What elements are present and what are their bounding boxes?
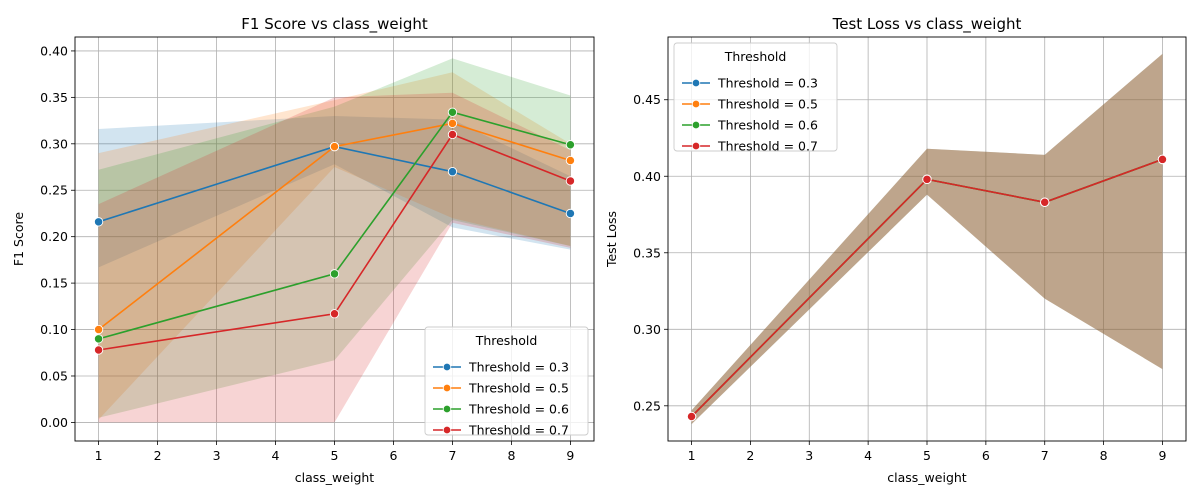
x-tick-label: 9 bbox=[1158, 448, 1166, 463]
legend-entry-label: Threshold = 0.5 bbox=[717, 97, 818, 112]
confidence-band bbox=[691, 53, 1163, 425]
legend-marker bbox=[442, 425, 452, 435]
legend-entry-label: Threshold = 0.7 bbox=[468, 423, 569, 438]
series-line bbox=[98, 111, 571, 340]
chart-title: F1 Score vs class_weight bbox=[241, 15, 428, 34]
x-tick-label: 4 bbox=[864, 448, 872, 463]
y-tick-label: 0.00 bbox=[40, 415, 68, 430]
legend-entry-label: Threshold = 0.7 bbox=[717, 139, 818, 154]
legend-marker bbox=[691, 78, 701, 88]
x-tick-label: 6 bbox=[982, 448, 990, 463]
f1-score-panel: F1 Score vs class_weight 1 2 3 4 5 6 7 8 9 0.00 0.0… bbox=[11, 15, 595, 485]
legend-box bbox=[424, 326, 589, 436]
confidence-band bbox=[98, 72, 571, 420]
series-line bbox=[98, 133, 571, 351]
data-point bbox=[565, 176, 576, 186]
x-tick-label: 5 bbox=[923, 448, 931, 463]
x-tick-label: 5 bbox=[331, 448, 339, 463]
x-tick-label: 7 bbox=[1041, 448, 1049, 463]
x-axis-label: class_weight bbox=[295, 470, 375, 485]
test-loss-panel: Test Loss vs class_weight 1 2 3 4 5 6 7 8 9 0.25 0.… bbox=[604, 15, 1187, 485]
legend-marker bbox=[442, 404, 452, 414]
x-tick-label: 6 bbox=[390, 448, 398, 463]
y-tick-label: 0.40 bbox=[633, 169, 661, 184]
legend-entry-label: Threshold = 0.6 bbox=[468, 402, 569, 417]
y-tick-label: 0.20 bbox=[40, 229, 68, 244]
data-point bbox=[329, 141, 340, 152]
series-line bbox=[690, 158, 1163, 418]
y-tick-label: 0.25 bbox=[40, 183, 68, 198]
data-point bbox=[447, 107, 458, 117]
legend-title: Threshold bbox=[724, 49, 787, 64]
legend-title: Threshold bbox=[475, 333, 538, 348]
data-point bbox=[447, 167, 458, 177]
data-point bbox=[329, 269, 340, 279]
series-line bbox=[98, 122, 571, 331]
x-tick-label: 9 bbox=[566, 448, 574, 463]
x-tick-label: 1 bbox=[95, 448, 103, 463]
legend-entry-label: Threshold = 0.6 bbox=[717, 118, 818, 133]
x-tick-label: 2 bbox=[746, 448, 754, 463]
data-point bbox=[93, 345, 104, 355]
x-axis-label: class_weight bbox=[887, 470, 967, 485]
x-tick-label: 8 bbox=[507, 448, 515, 463]
data-point bbox=[565, 140, 576, 150]
chart-title: Test Loss vs class_weight bbox=[832, 15, 1022, 34]
y-axis-label: F1 Score bbox=[11, 212, 26, 266]
legend-marker bbox=[442, 362, 452, 372]
y-tick-label: 0.30 bbox=[40, 136, 68, 151]
y-tick-label: 0.05 bbox=[40, 368, 68, 383]
x-tick-label: 8 bbox=[1100, 448, 1108, 463]
legend: Threshold Threshold = 0.3 Threshold = 0.5 T… bbox=[424, 326, 589, 438]
legend: Threshold Threshold = 0.3 Threshold = 0.5 T… bbox=[673, 42, 838, 154]
confidence-band bbox=[691, 53, 1163, 425]
data-point bbox=[447, 129, 458, 140]
legend-marker bbox=[691, 120, 701, 130]
confidence-band bbox=[98, 58, 571, 418]
data-point bbox=[93, 217, 104, 227]
data-point bbox=[447, 118, 458, 129]
x-tick-label: 2 bbox=[154, 448, 162, 463]
data-point bbox=[1157, 154, 1168, 165]
data-point bbox=[93, 324, 104, 335]
x-tick-label: 7 bbox=[448, 448, 456, 463]
x-tick-label: 3 bbox=[805, 448, 813, 463]
legend-marker bbox=[691, 141, 701, 151]
data-point bbox=[686, 411, 697, 422]
y-tick-label: 0.30 bbox=[633, 322, 661, 337]
legend-marker bbox=[442, 383, 452, 393]
confidence-band bbox=[98, 115, 571, 268]
y-tick-label: 0.15 bbox=[40, 276, 68, 291]
series-line bbox=[98, 145, 571, 223]
y-axis-label: Test Loss bbox=[604, 211, 619, 268]
legend-entry-label: Threshold = 0.3 bbox=[717, 76, 818, 91]
x-tick-label: 4 bbox=[272, 448, 280, 463]
legend-entry-label: Threshold = 0.5 bbox=[468, 381, 569, 396]
legend-entry-label: Threshold = 0.3 bbox=[468, 360, 569, 375]
data-point bbox=[329, 309, 340, 319]
data-point bbox=[922, 174, 932, 184]
y-tick-label: 0.45 bbox=[633, 92, 661, 107]
confidence-band bbox=[691, 53, 1163, 425]
legend-box bbox=[673, 42, 838, 152]
y-tick-label: 0.25 bbox=[633, 398, 661, 413]
data-point bbox=[565, 155, 576, 166]
x-tick-label: 1 bbox=[688, 448, 696, 463]
y-tick-label: 0.35 bbox=[40, 90, 68, 105]
data-point bbox=[565, 208, 576, 219]
confidence-band bbox=[691, 53, 1163, 425]
y-tick-label: 0.35 bbox=[633, 245, 661, 260]
x-tick-label: 3 bbox=[213, 448, 221, 463]
y-tick-label: 0.40 bbox=[40, 43, 68, 58]
data-point bbox=[93, 334, 104, 344]
legend-marker bbox=[691, 99, 701, 109]
y-tick-label: 0.10 bbox=[40, 322, 68, 337]
data-point bbox=[1040, 197, 1050, 207]
